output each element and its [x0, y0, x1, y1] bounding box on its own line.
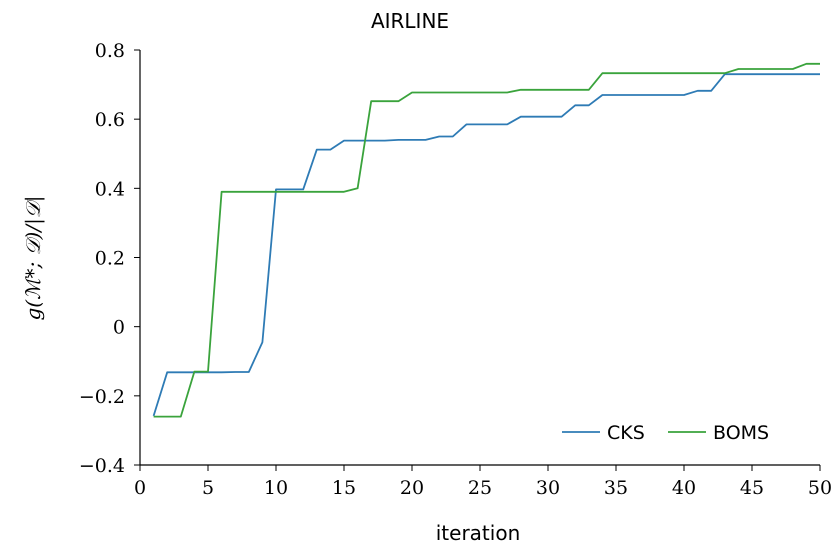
y-tick-label: −0.2 [79, 386, 125, 408]
x-tick-label: 25 [468, 477, 492, 499]
chart-title: AIRLINE [371, 9, 449, 33]
y-tick-label: 0 [113, 317, 125, 339]
legend: CKS BOMS [562, 422, 769, 444]
y-tick-label: 0.4 [95, 178, 125, 200]
y-axis-label: g(ℳ*; 𝒟)/|𝒟| [21, 195, 46, 320]
y-tick-label: −0.4 [79, 455, 125, 477]
x-tick-label: 45 [740, 477, 764, 499]
plot-area: 0 5 10 15 20 25 30 35 40 45 50 −0.4 −0.2 0 0.2 0.4 0.6 0.… [79, 40, 832, 499]
x-tick-label: 10 [264, 477, 288, 499]
x-tick-label: 40 [672, 477, 696, 499]
x-tick-label: 5 [202, 477, 214, 499]
x-tick-label: 0 [134, 477, 146, 499]
x-axis-label: iteration [436, 521, 521, 545]
x-tick-label: 30 [536, 477, 560, 499]
x-tick-label: 35 [604, 477, 628, 499]
legend-label-cks: CKS [607, 422, 645, 444]
y-tick-label: 0.2 [95, 248, 125, 270]
x-tick-label: 20 [400, 477, 424, 499]
y-tick-label: 0.8 [95, 40, 125, 62]
series-line-boms [153, 62, 820, 418]
y-tick-label: 0.6 [95, 109, 125, 131]
legend-label-boms: BOMS [713, 422, 769, 444]
x-tick-label: 50 [808, 477, 832, 499]
x-tick-label: 15 [332, 477, 356, 499]
series-line-cks [152, 73, 820, 417]
